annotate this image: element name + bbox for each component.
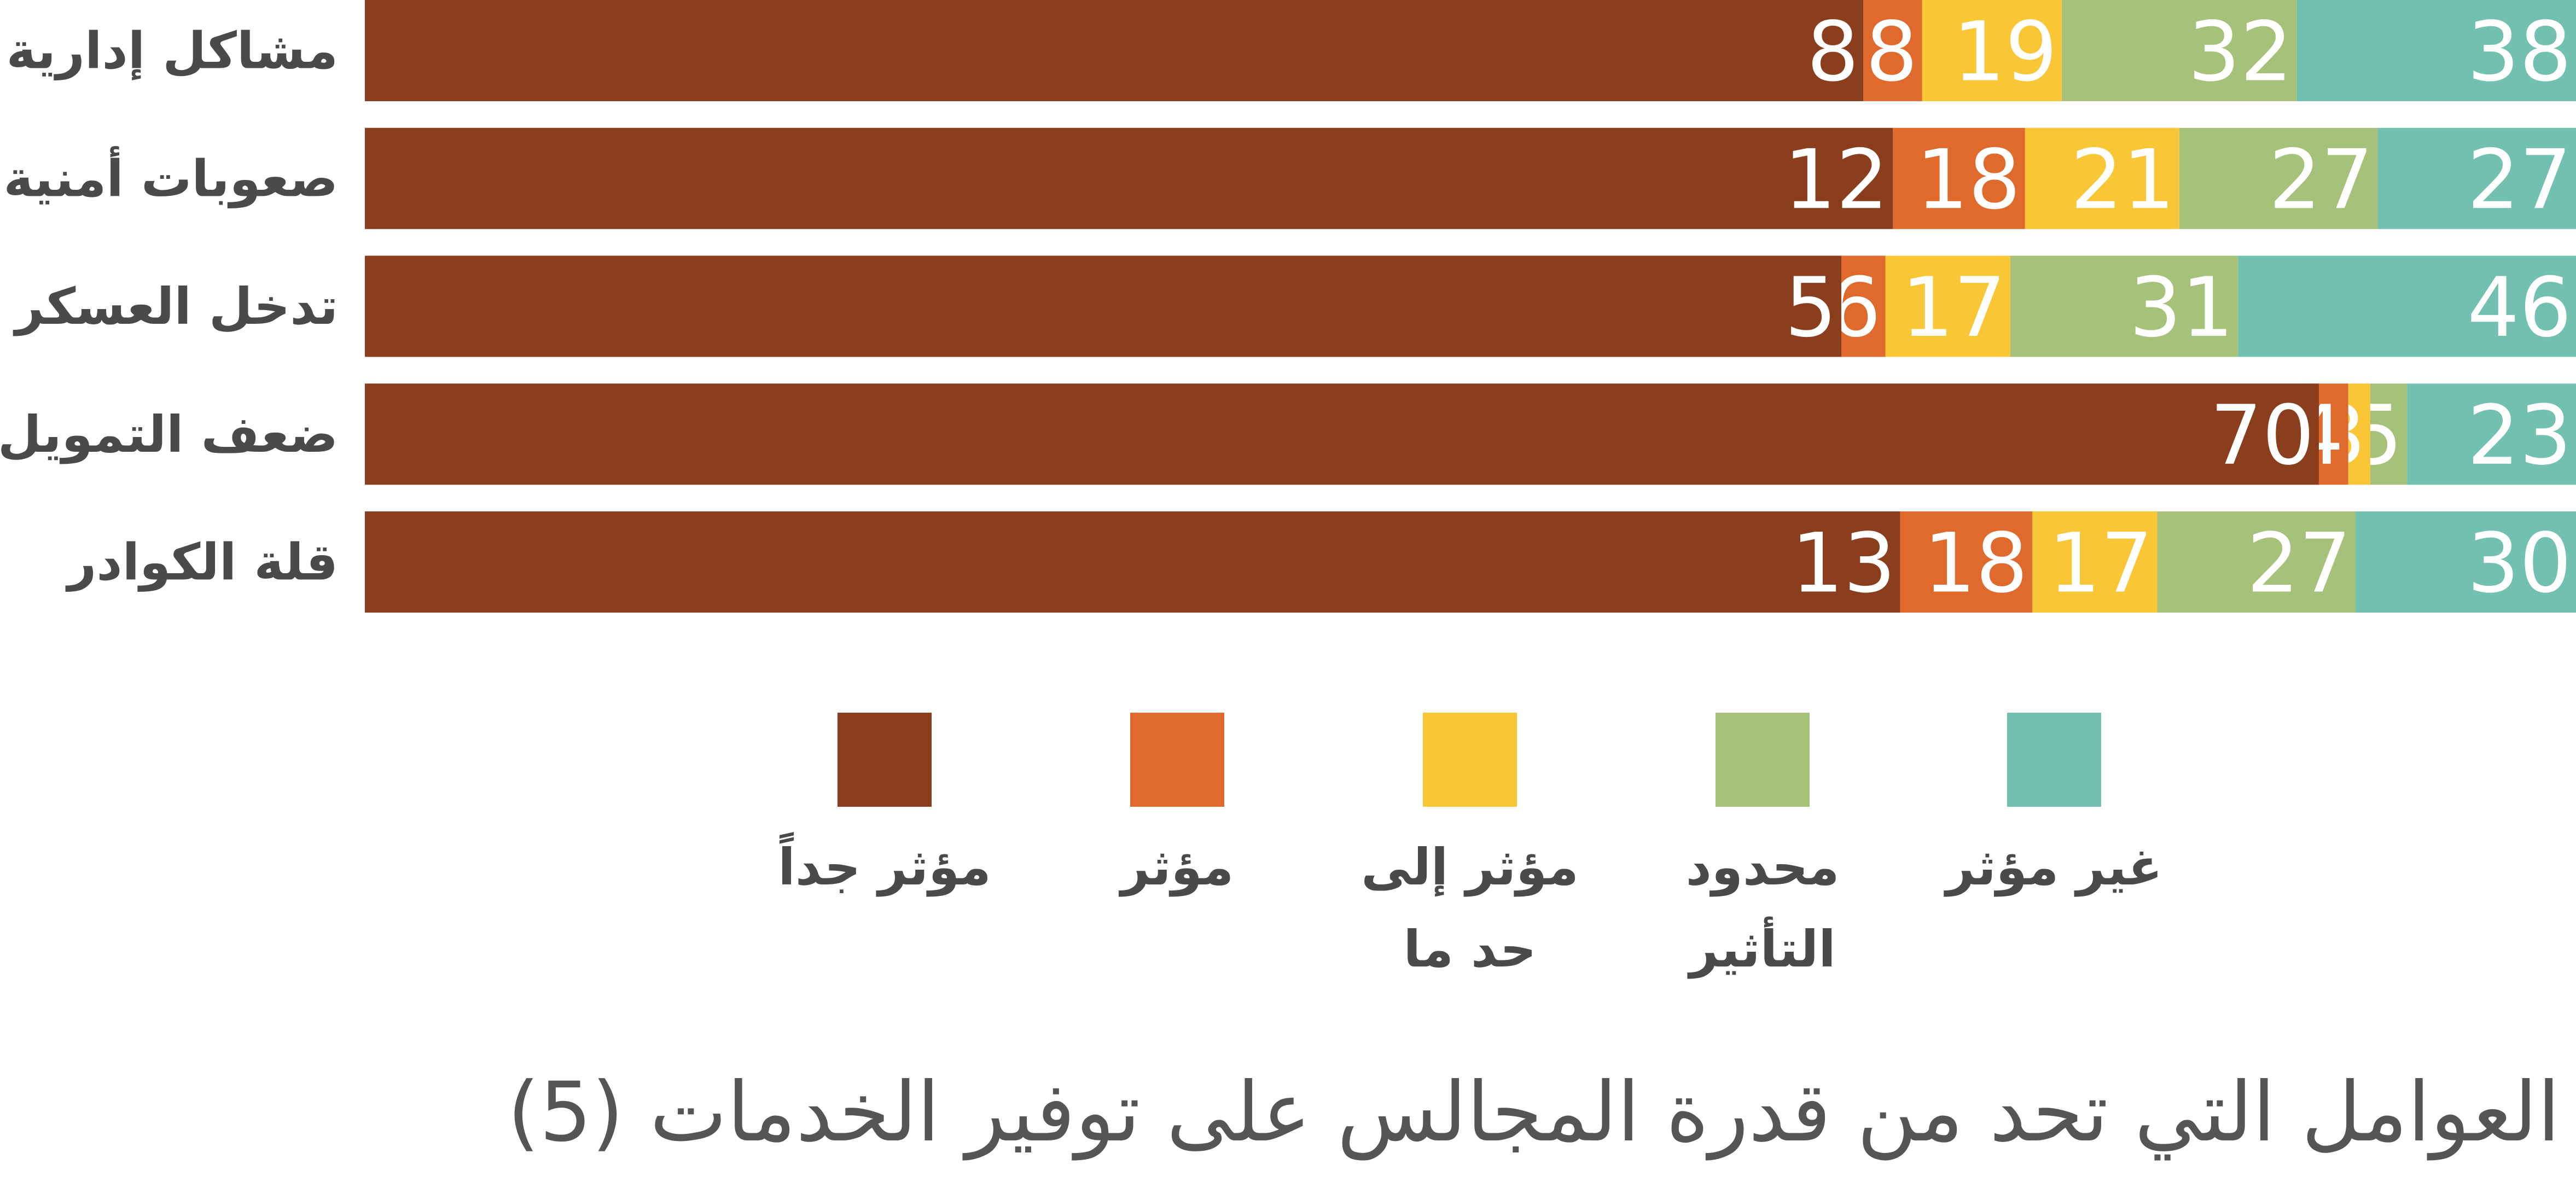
data-label: 17 xyxy=(1902,260,2006,356)
bar-segment xyxy=(365,511,1900,613)
data-label: 12 xyxy=(1784,132,1888,228)
bar-segment xyxy=(2356,511,2576,613)
category-label: تدخل العسكر xyxy=(13,277,339,336)
bar-segment xyxy=(365,127,1893,229)
bar-segment xyxy=(1863,0,1922,101)
chart-title: العوامل التي تحد من قدرة المجالس على توف… xyxy=(508,1065,2560,1161)
legend-label: حد ما xyxy=(1404,920,1537,979)
data-label: 19 xyxy=(1953,5,2057,100)
legend-swatch xyxy=(1423,713,1517,807)
bar-segment xyxy=(2032,511,2158,613)
bar-segment xyxy=(2025,127,2179,229)
data-label: 8 xyxy=(1807,5,1859,100)
category-label: ضعف التمويل xyxy=(0,405,338,464)
bar-segment xyxy=(1922,0,2062,101)
bar-segment xyxy=(2179,127,2378,229)
data-label: 27 xyxy=(2467,132,2572,228)
legend-swatch xyxy=(838,713,932,807)
legend-label: مؤثر إلى xyxy=(1361,838,1579,897)
bar-segment xyxy=(2010,255,2238,357)
bar-segment xyxy=(1893,127,2025,229)
data-label: 5 xyxy=(1785,260,1837,356)
bar-segment xyxy=(365,0,1864,101)
data-label: 23 xyxy=(2467,388,2572,484)
bar-segment xyxy=(2377,127,2576,229)
category-label: قلة الكوادر xyxy=(65,533,338,592)
bar-segment xyxy=(2348,383,2370,485)
category-label: مشاكل إدارية xyxy=(7,22,338,81)
data-label: 30 xyxy=(2467,516,2572,612)
data-label: 38 xyxy=(2467,5,2572,100)
bar-segment xyxy=(2157,511,2356,613)
legend-label: محدود xyxy=(1686,838,1840,897)
data-label: 27 xyxy=(2247,516,2351,612)
bar-segment xyxy=(2318,383,2348,485)
data-label: 32 xyxy=(2188,5,2293,100)
data-label: 27 xyxy=(2269,132,2374,228)
legend-label: غير مؤثر xyxy=(1944,838,2162,897)
bar-segment xyxy=(2296,0,2576,101)
bar-segment xyxy=(2407,383,2576,485)
data-label: 18 xyxy=(1923,516,2028,612)
bar-segment xyxy=(2238,255,2576,357)
bar-segment xyxy=(1841,255,1886,357)
data-label: 8 xyxy=(1865,5,1917,100)
legend-swatch xyxy=(2007,713,2101,807)
category-label: صعوبات أمنية xyxy=(4,145,338,208)
bar-segment xyxy=(365,383,2319,485)
legend-label: مؤثر جداً xyxy=(778,832,991,897)
data-label: 18 xyxy=(1916,132,2021,228)
bar-segment xyxy=(2061,0,2297,101)
data-label: 13 xyxy=(1792,516,1896,612)
data-label: 46 xyxy=(2467,260,2572,356)
legend-swatch xyxy=(1130,713,1224,807)
data-label: 70 xyxy=(2210,388,2315,484)
bar-segment xyxy=(2370,383,2408,485)
data-label: 21 xyxy=(2071,132,2175,228)
legend-label: التأثير xyxy=(1687,916,1836,979)
bar-segment xyxy=(365,255,1841,357)
data-label: 17 xyxy=(2049,516,2153,612)
bar-segment xyxy=(1900,511,2033,613)
data-label: 31 xyxy=(2129,260,2234,356)
legend-swatch xyxy=(1716,713,1810,807)
legend-label: مؤثر xyxy=(1119,838,1234,897)
bar-segment xyxy=(1885,255,2010,357)
